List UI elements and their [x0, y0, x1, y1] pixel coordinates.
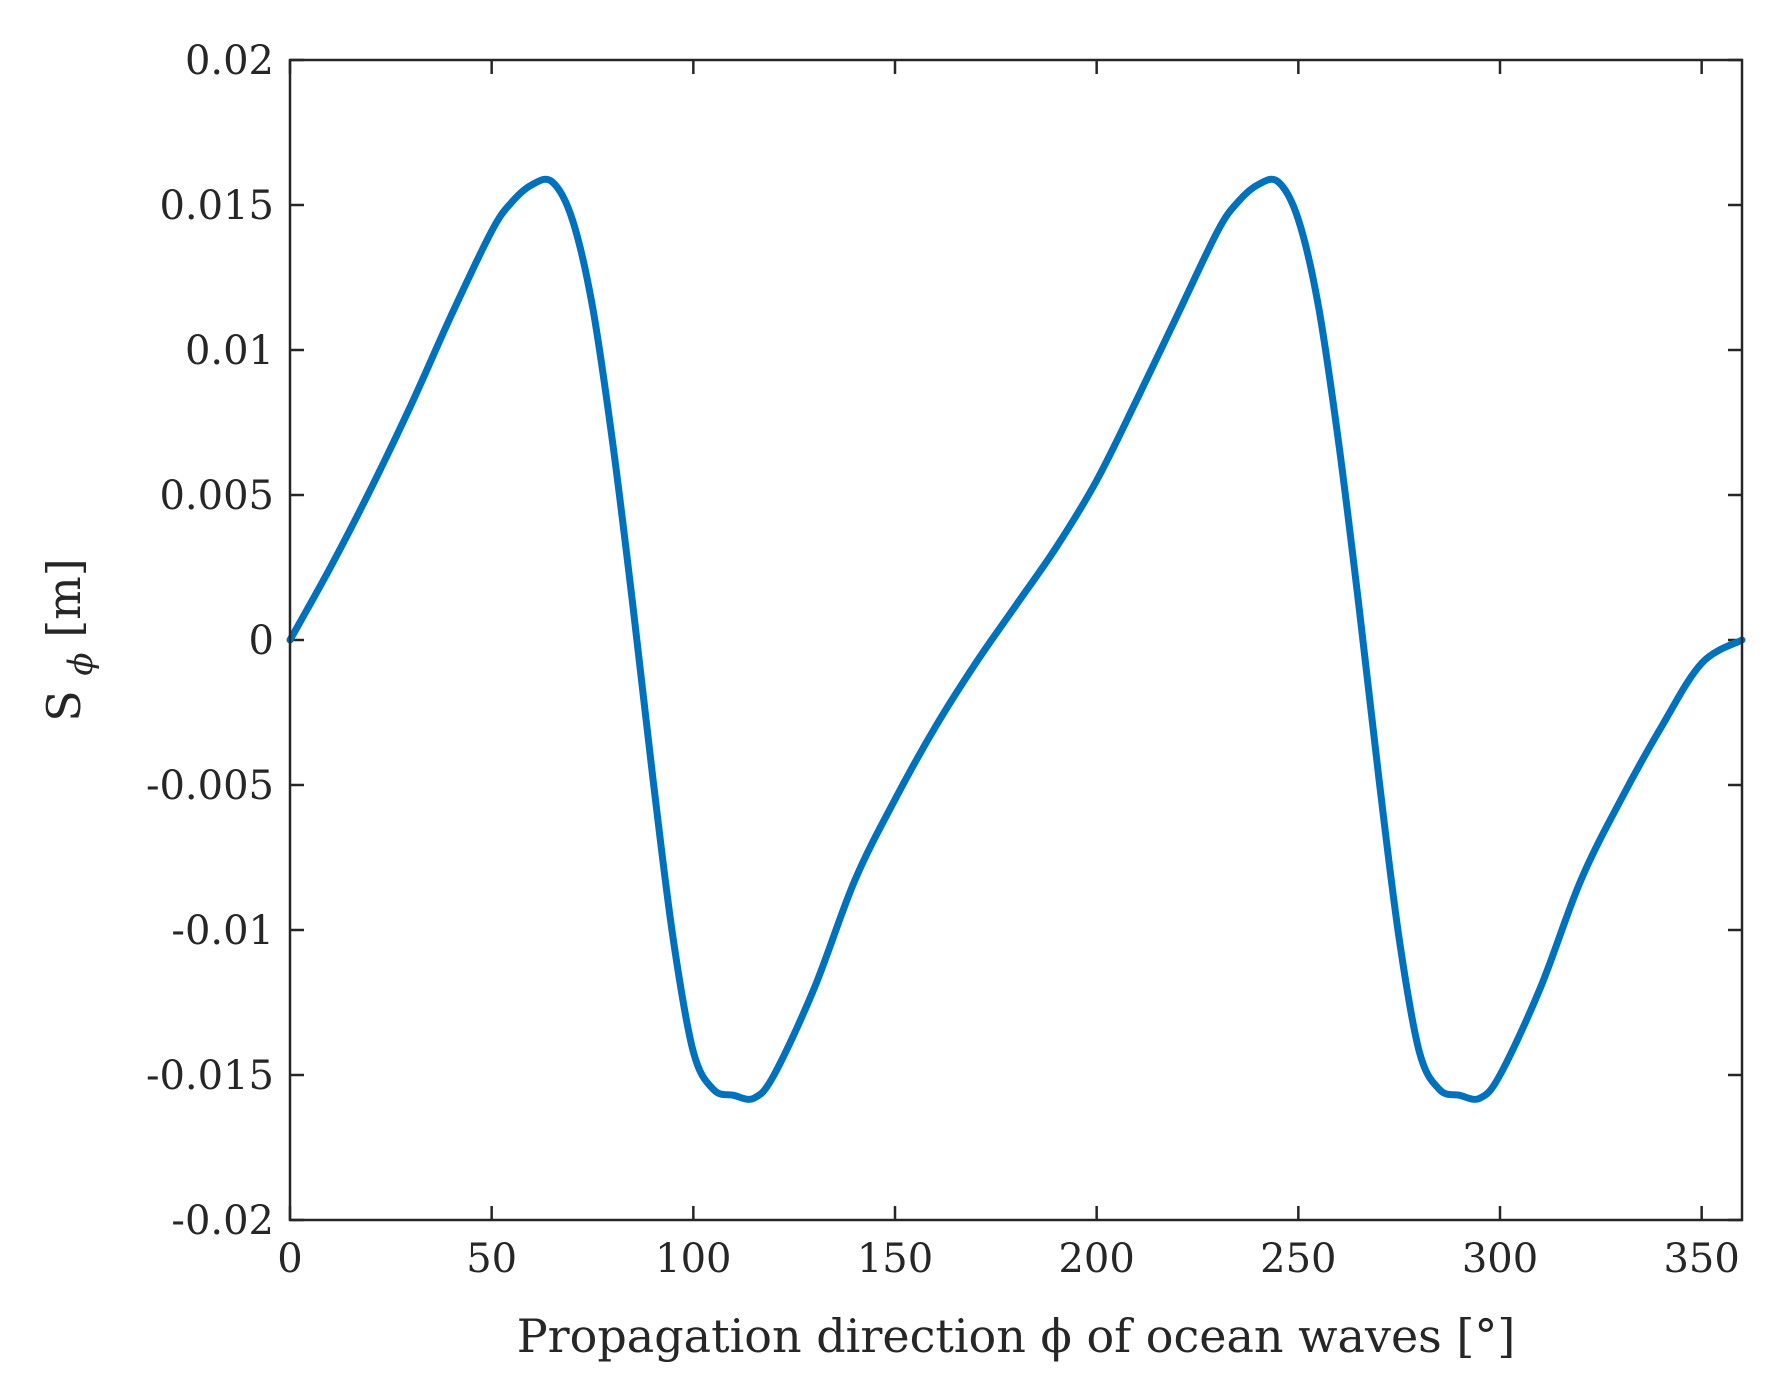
y-tick-label: -0.02	[171, 1198, 274, 1244]
y-axis-label: S ϕ [m]	[37, 558, 103, 721]
y-axis-label-unit: [m]	[37, 558, 91, 638]
y-tick-label: 0	[249, 618, 274, 664]
y-tick-label: 0.01	[185, 328, 274, 374]
x-tick-label: 350	[1663, 1236, 1739, 1282]
x-tick-label: 200	[1058, 1236, 1134, 1282]
x-axis-ticks: 0 50 100 150 200 250 300 350	[277, 60, 1740, 1282]
x-tick-label: 100	[655, 1236, 731, 1282]
y-axis-label-group: S ϕ [m]	[37, 558, 103, 721]
x-axis-label: Propagation direction ϕ of ocean waves […	[517, 1309, 1516, 1363]
y-tick-label: 0.005	[159, 473, 274, 519]
plot-frame	[288, 58, 1744, 1222]
y-tick-label: 0.015	[159, 183, 274, 229]
x-tick-label: 250	[1260, 1236, 1336, 1282]
y-axis-label-symbol: S	[37, 690, 91, 722]
x-tick-label: 150	[857, 1236, 933, 1282]
y-tick-label: 0.02	[185, 38, 274, 84]
y-axis-ticks: 0.02 0.015 0.01 0.005 0 -0.005 -0.01 -0.015 -0.0…	[146, 38, 1742, 1244]
x-tick-label: 50	[466, 1236, 517, 1282]
x-tick-label: 0	[277, 1236, 302, 1282]
series-line	[286, 175, 1746, 1103]
series-layer	[286, 175, 1746, 1103]
x-tick-label: 300	[1462, 1236, 1538, 1282]
y-tick-label: -0.005	[146, 763, 274, 809]
y-axis-label-subscript: ϕ	[61, 652, 101, 675]
y-tick-label: -0.015	[146, 1053, 274, 1099]
y-tick-label: -0.01	[171, 908, 274, 954]
